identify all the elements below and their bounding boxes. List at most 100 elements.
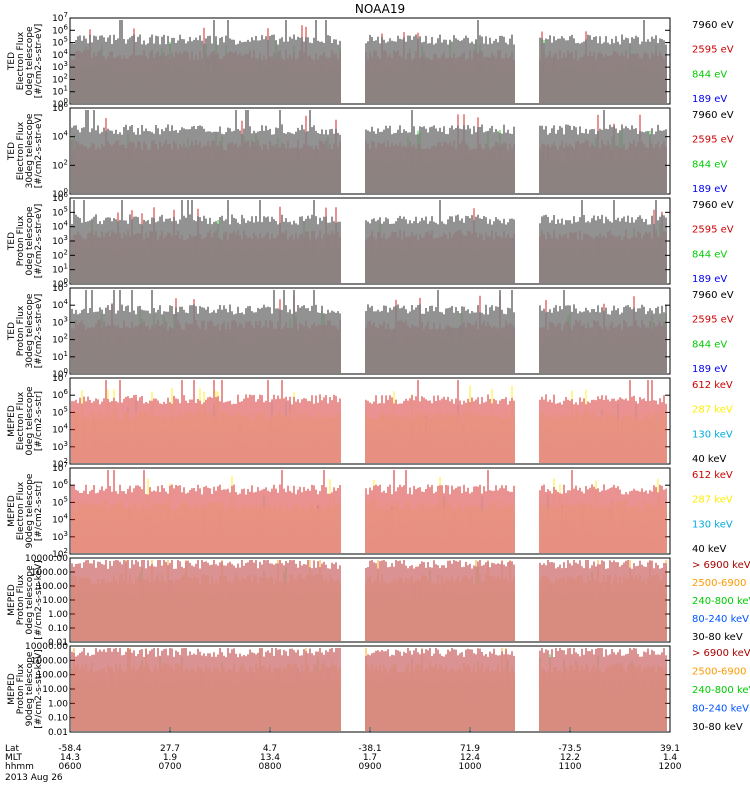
x-tick-label: 27.7 <box>160 744 180 754</box>
x-tick-label: -73.5 <box>558 744 581 754</box>
x-tick-label: 12.2 <box>560 753 580 763</box>
x-tick-label: 1.9 <box>163 753 178 763</box>
legend-entry: 130 keV <box>692 429 733 440</box>
y-axis-label: 30deg telescope <box>25 293 35 368</box>
legend-entry: 844 eV <box>692 249 727 260</box>
legend-entry: > 6900 keV <box>692 648 750 659</box>
legend-entry: 7960 eV <box>692 290 734 301</box>
legend-entry: 80-240 keV <box>692 614 749 625</box>
legend-entry: 7960 eV <box>692 110 734 121</box>
series-trace <box>71 648 667 731</box>
y-tick-label: 103 <box>52 60 68 73</box>
legend-entry: 612 keV <box>692 380 733 391</box>
y-tick-label: 103 <box>52 315 68 328</box>
panel-frame <box>69 107 671 195</box>
date-label: 2013 Aug 26 <box>5 773 63 783</box>
y-tick-label: 100.00 <box>37 582 69 592</box>
y-axis-label: TED <box>7 52 17 71</box>
x-tick-label: 39.1 <box>660 744 680 754</box>
series-trace <box>71 220 667 283</box>
chart-title: NOAA19 <box>355 2 405 16</box>
series-trace <box>71 385 667 463</box>
x-tick-label: 0700 <box>159 762 182 772</box>
x-tick-label: 0600 <box>59 762 82 772</box>
y-axis-label: 90deg telescope <box>25 473 35 548</box>
y-axis-label: 0deg telescope <box>25 386 35 456</box>
series-traces <box>71 380 667 463</box>
y-tick-label: 104 <box>52 298 68 311</box>
series-trace <box>71 110 667 193</box>
y-axis-label: Proton Flux <box>16 574 26 625</box>
legend-entry: 130 keV <box>692 519 733 530</box>
y-tick-label: 10000.00 <box>25 642 68 652</box>
y-axis-label: Proton Flux <box>16 305 26 356</box>
y-tick-label: 10.00 <box>42 596 68 606</box>
x-tick-label: -58.4 <box>58 744 82 754</box>
y-axis-label: 90deg telescope <box>25 651 35 726</box>
series-trace <box>71 114 667 193</box>
y-tick-label: 103 <box>52 530 68 543</box>
series-trace <box>71 505 667 553</box>
y-tick-label: 104 <box>52 513 68 526</box>
y-axis-label: Electron Flux <box>16 391 26 450</box>
legend-entry: 40 keV <box>692 454 726 465</box>
legend-entry: 2595 eV <box>692 135 734 146</box>
legend-entry: 287 keV <box>692 495 733 506</box>
y-tick-label: 101 <box>52 263 68 276</box>
series-trace <box>71 668 667 731</box>
legend-entry: 2500-6900 <box>692 578 747 589</box>
legend-entry: 287 keV <box>692 405 733 416</box>
x-row-label: Lat <box>5 744 20 754</box>
x-row-label: MLT <box>5 753 23 763</box>
legend-entry: 189 eV <box>692 94 727 105</box>
y-tick-label: 103 <box>52 440 68 453</box>
series-trace <box>71 145 667 193</box>
legend-entry: 40 keV <box>692 544 726 555</box>
legend-entry: 844 eV <box>692 69 727 80</box>
y-axis-label: Proton Flux <box>16 215 26 266</box>
series-trace <box>71 129 667 193</box>
series-trace <box>71 476 667 553</box>
y-tick-label: 104 <box>52 130 68 143</box>
panel-frame <box>69 287 671 375</box>
y-axis-label: 0deg telescope <box>25 26 35 96</box>
y-axis-label: [#/cm2-s-str-eV] <box>34 114 44 189</box>
y-axis-label: Proton Flux <box>16 663 26 714</box>
x-tick-label: 4.7 <box>263 744 277 754</box>
legend-entry: 240-800 keV <box>692 596 750 607</box>
series-traces <box>71 470 667 553</box>
series-traces <box>71 290 667 373</box>
series-trace <box>71 55 667 103</box>
y-axis-label: [#/cm2-s-str-eV] <box>34 204 44 279</box>
series-trace <box>71 400 667 463</box>
y-tick-label: 1000.00 <box>31 568 68 578</box>
series-trace <box>71 290 667 373</box>
x-tick-label: 1000 <box>459 762 482 772</box>
y-tick-label: 1.00 <box>48 699 68 709</box>
panel-7: 10000.00 1000.00 100.00 10.00 1.00 0.10 0.01 ME… <box>7 554 750 648</box>
legend-entry: 189 eV <box>692 184 727 195</box>
series-trace <box>71 683 667 731</box>
y-axis-label: [#/cm2-s-str-keV] <box>34 560 44 639</box>
y-axis-label: MEPED <box>7 673 17 705</box>
legend-entry: 2595 eV <box>692 45 734 56</box>
x-tick-label: 1.4 <box>663 753 678 763</box>
x-tick-label: 1100 <box>559 762 582 772</box>
y-tick-label: 0.10 <box>48 624 68 634</box>
legend-entry: 2500-6900 <box>692 667 747 678</box>
series-traces <box>71 20 667 103</box>
y-axis-label: Electron Flux <box>16 31 26 90</box>
y-axis-label: 30deg telescope <box>25 113 35 188</box>
series-trace <box>71 206 667 283</box>
y-tick-label: 0.01 <box>48 728 68 738</box>
y-tick-label: 106 <box>52 23 68 36</box>
x-row-label: hhmm <box>5 762 34 772</box>
y-axis-label: 0deg telescope <box>25 206 35 276</box>
y-axis-label: MEPED <box>7 584 17 616</box>
series-trace <box>71 325 667 373</box>
legend-entry: 30-80 keV <box>692 722 743 733</box>
series-trace <box>71 560 667 641</box>
